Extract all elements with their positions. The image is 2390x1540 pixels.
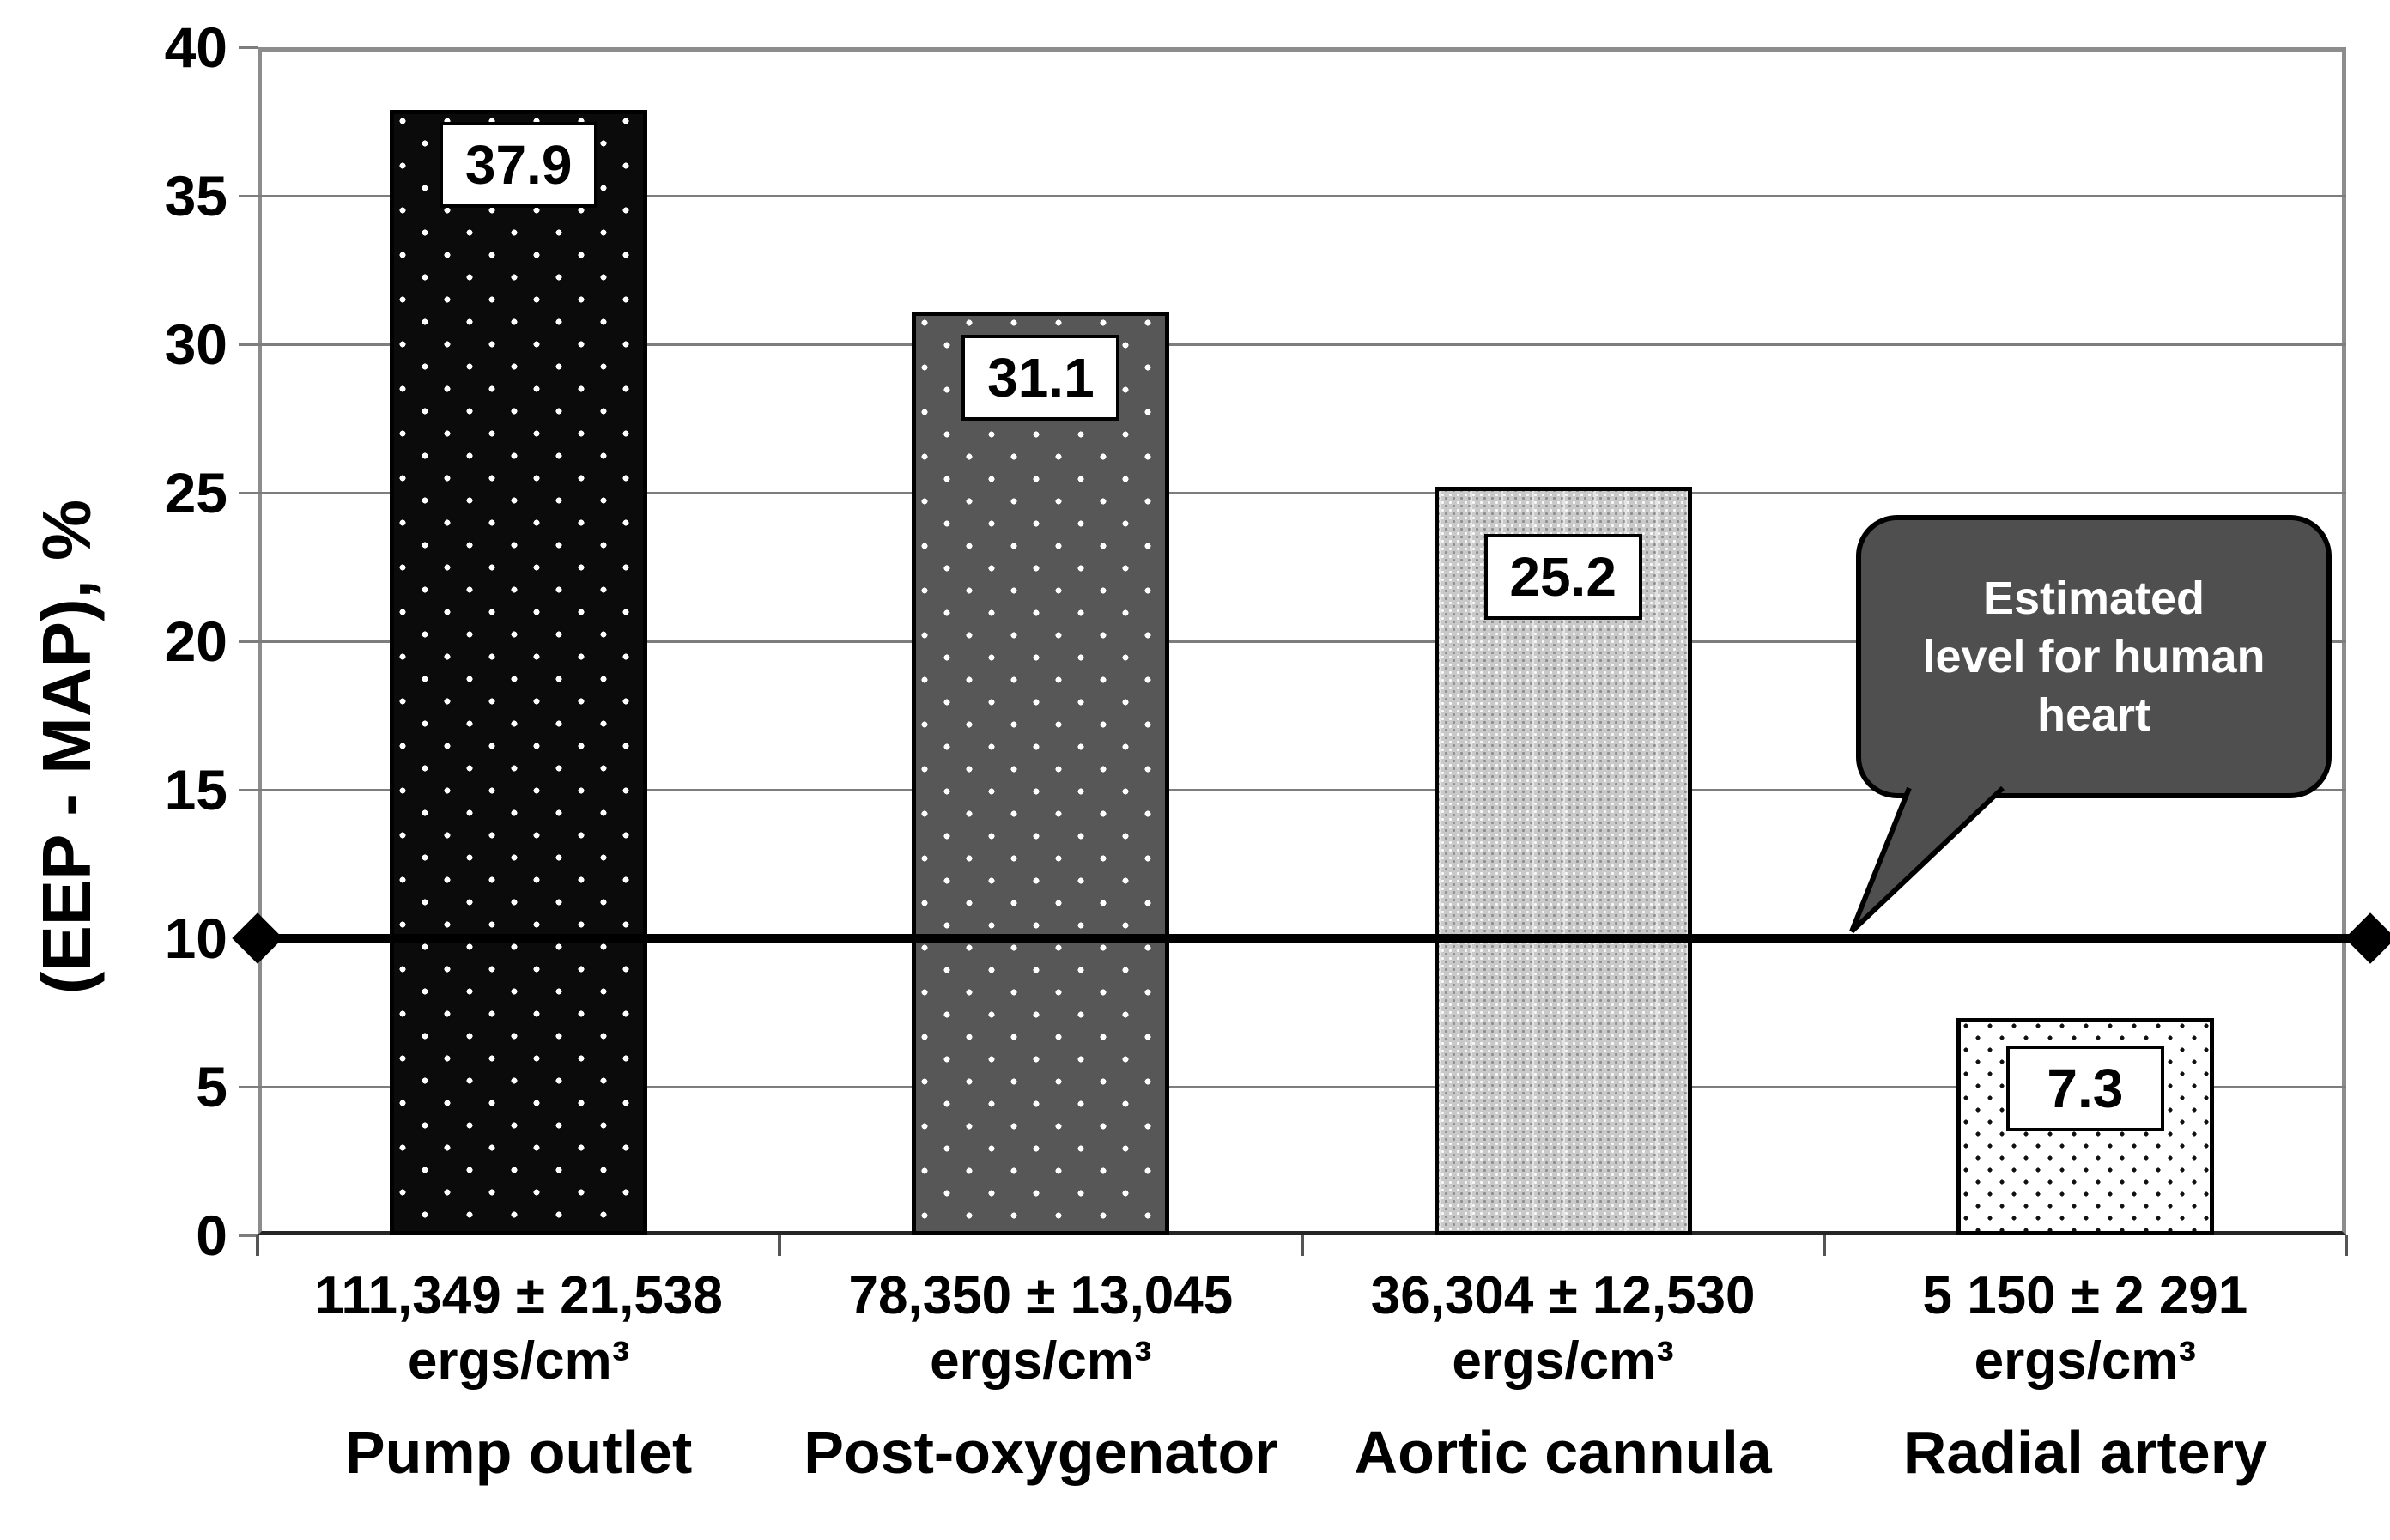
gridline-35 [258,194,2346,197]
x-label-unit-0: ergs/cm³ [407,1331,630,1391]
x-label-block-2: 36,304 ± 12,530 ergs/cm³ Aortic cannula [1306,1264,1821,1487]
bar-value-label-3: 7.3 [2005,1046,2164,1132]
x-label-block-3: 5 150 ± 2 291 ergs/cm³ Radial artery [1828,1264,2343,1487]
y-tick-30 [239,343,258,346]
x-label-name-0: Pump outlet [344,1419,693,1486]
y-tick-40 [239,45,258,49]
x-label-energy-3: 5 150 ± 2 291 [1922,1266,2248,1325]
x-label-name-2: Aortic cannula [1354,1419,1772,1486]
gridline-15 [258,788,2346,791]
callout-line-3: heart [2036,689,2151,741]
y-tick-label-0: 0 [196,1204,227,1267]
y-tick-5 [239,1085,258,1088]
threshold-callout: Estimated level for human heart [1856,515,2332,798]
y-tick-35 [239,194,258,197]
gridline-25 [258,491,2346,494]
y-tick-label-5: 5 [196,1055,227,1119]
y-tick-label-25: 25 [164,461,227,524]
gridline-5 [258,1085,2346,1088]
callout-tail [1849,785,2005,934]
y-tick-25 [239,491,258,494]
y-tick-label-40: 40 [164,15,227,79]
x-label-block-0: 111,349 ± 21,538 ergs/cm³ Pump outlet [261,1264,776,1487]
y-tick-20 [239,640,258,643]
x-label-name-1: Post-oxygenator [804,1419,1278,1486]
x-label-block-1: 78,350 ± 13,045 ergs/cm³ Post-oxygenator [783,1264,1298,1487]
bar-value-label-1: 31.1 [961,334,1120,421]
x-tick-1 [778,1235,782,1256]
y-tick-label-15: 15 [164,758,227,822]
x-tick-3 [1822,1235,1826,1256]
x-tick-2 [1300,1235,1304,1256]
x-tick-4 [2345,1235,2348,1256]
x-label-unit-2: ergs/cm³ [1452,1331,1674,1391]
x-label-name-3: Radial artery [1902,1419,2267,1486]
x-label-unit-3: ergs/cm³ [1974,1331,2197,1391]
bar-post-oxygenator [912,311,1170,1235]
y-tick-0 [239,1234,258,1237]
threshold-line [249,933,2381,943]
x-label-unit-1: ergs/cm³ [930,1331,1152,1391]
bar-value-label-0: 37.9 [440,121,598,208]
callout-line-2: level for human [1922,631,2266,682]
callout-tail-outline [1849,785,2005,934]
y-tick-label-10: 10 [164,906,227,970]
x-label-energy-0: 111,349 ± 21,538 [314,1266,723,1325]
x-label-energy-2: 36,304 ± 12,530 [1370,1266,1756,1325]
gridline-30 [258,343,2346,346]
y-tick-label-30: 30 [164,312,227,376]
callout-line-1: Estimated [1982,573,2205,624]
y-tick-label-20: 20 [164,609,227,673]
gridline-20 [258,640,2346,643]
x-label-energy-1: 78,350 ± 13,045 [848,1266,1234,1325]
threshold-diamond-right [2345,912,2390,964]
x-tick-0 [256,1235,259,1256]
bar-value-label-2: 25.2 [1483,534,1642,621]
y-tick-label-35: 35 [164,164,227,227]
y-tick-15 [239,788,258,791]
bar-pump-outlet [390,109,648,1235]
